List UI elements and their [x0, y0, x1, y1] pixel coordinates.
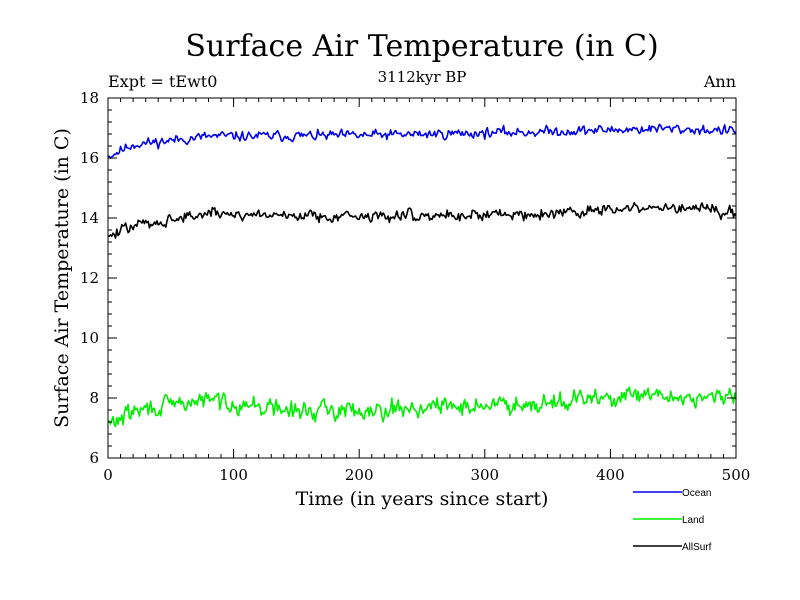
x-tick-label: 400	[596, 466, 625, 484]
series-line-ocean	[107, 123, 737, 160]
legend-label-land: Land	[682, 515, 704, 526]
legend: Ocean Land AllSurf	[633, 488, 712, 553]
axes-layer: 0 100 200 300 400 500 6 8 10 12 14 16 18	[80, 89, 750, 484]
y-axis-label: Surface Air Temperature (in C)	[51, 128, 73, 428]
x-tick-label: 500	[722, 466, 751, 484]
y-tick-label: 14	[80, 209, 99, 227]
series-line-allsurf	[107, 201, 737, 239]
chart-subtitle: 3112kyr BP	[378, 68, 467, 86]
y-tick-label: 16	[80, 149, 99, 167]
series-line-land	[107, 386, 737, 428]
y-tick-label: 8	[89, 389, 99, 407]
season-label: Ann	[703, 72, 736, 91]
x-tick-label: 300	[470, 466, 499, 484]
x-tick-label: 0	[103, 466, 113, 484]
x-tick-label: 100	[219, 466, 248, 484]
chart-title: Surface Air Temperature (in C)	[185, 29, 658, 64]
y-tick-label: 18	[80, 89, 99, 107]
x-tick-label: 200	[345, 466, 374, 484]
legend-label-allsurf: AllSurf	[682, 542, 712, 553]
x-axis-label: Time (in years since start)	[296, 488, 549, 510]
plot-frame	[107, 97, 737, 459]
experiment-label: Expt = tEwt0	[108, 72, 217, 91]
series-layer	[107, 123, 737, 428]
y-tick-label: 10	[80, 329, 99, 347]
y-tick-label: 12	[80, 269, 99, 287]
legend-label-ocean: Ocean	[682, 488, 711, 499]
y-tick-label: 6	[89, 449, 99, 467]
